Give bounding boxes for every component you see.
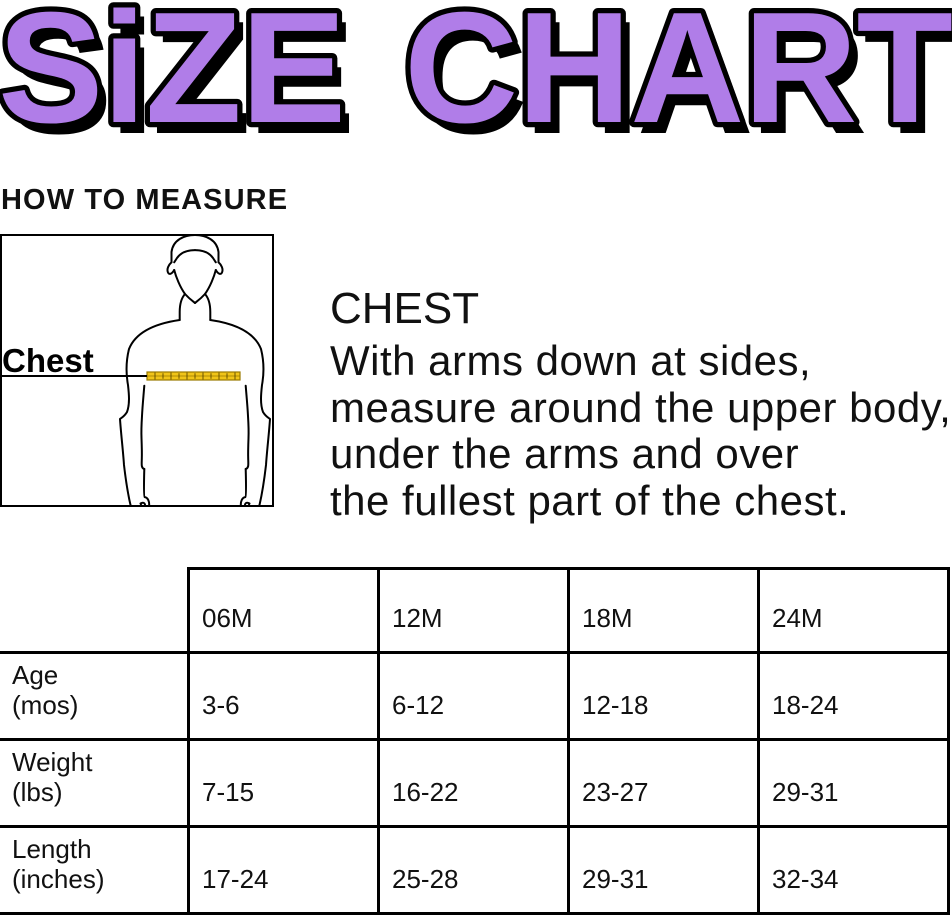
svg-text:Chest: Chest: [2, 342, 94, 379]
svg-text:SiZE CHART: SiZE CHART: [0, 0, 952, 142]
